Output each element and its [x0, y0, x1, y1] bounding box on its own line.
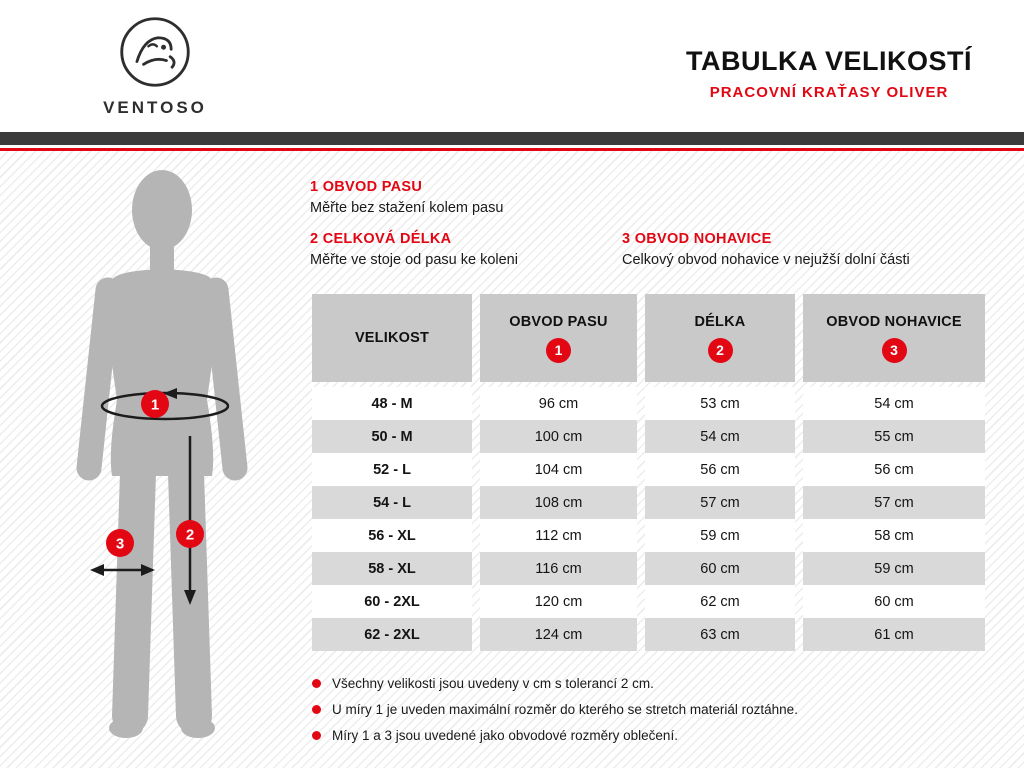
- cell-waist: 108 cm: [480, 486, 637, 519]
- instruction-length: 2 CELKOVÁ DÉLKA Měřte ve stoje od pasu k…: [310, 231, 518, 268]
- column-header-size-label: VELIKOST: [354, 330, 430, 346]
- footnote: Míry 1 a 3 jsou uvedené jako obvodové ro…: [312, 728, 798, 743]
- column-header-leg-badge: 3: [881, 337, 907, 363]
- cell-size: 60 - 2XL: [312, 585, 472, 618]
- cell-leg: 60 cm: [803, 585, 985, 618]
- cell-leg: 56 cm: [803, 453, 985, 486]
- column-header-waist-label: OBVOD PASU: [509, 313, 608, 330]
- column-header-size: VELIKOST: [312, 294, 472, 382]
- cell-length: 60 cm: [645, 552, 795, 585]
- instruction-waist-title: 1 OBVOD PASU: [310, 179, 423, 195]
- figure-badge-3: 3: [106, 529, 134, 557]
- cell-length: 53 cm: [645, 387, 795, 420]
- instruction-leg: 3 OBVOD NOHAVICE Celkový obvod nohavice …: [622, 231, 910, 268]
- cell-size: 58 - XL: [312, 552, 472, 585]
- header-red-divider: [0, 148, 1024, 151]
- cell-length: 54 cm: [645, 420, 795, 453]
- cell-size: 62 - 2XL: [312, 618, 472, 651]
- column-header-length-badge: 2: [707, 337, 733, 363]
- cell-size: 54 - L: [312, 486, 472, 519]
- footnote-text: U míry 1 je uveden maximální rozměr do k…: [332, 702, 798, 717]
- ventoso-wind-face-logo-icon: [120, 17, 190, 87]
- red-dot-bullet-icon: [312, 731, 321, 740]
- instruction-waist: 1 OBVOD PASU Měřte bez stažení kolem pas…: [310, 179, 503, 216]
- size-table-body: 48 - M 96 cm 53 cm 54 cm 50 - M 100 cm 5…: [312, 387, 985, 651]
- cell-leg: 57 cm: [803, 486, 985, 519]
- cell-waist: 112 cm: [480, 519, 637, 552]
- column-header-waist: OBVOD PASU 1: [480, 294, 637, 382]
- brand-name: VENTOSO: [103, 98, 207, 117]
- figure-badge-2-number: 2: [186, 527, 194, 544]
- cell-leg: 54 cm: [803, 387, 985, 420]
- body-measurement-figure: 1 2 3: [76, 170, 248, 738]
- cell-size: 48 - M: [312, 387, 472, 420]
- figure-badge-3-number: 3: [116, 536, 124, 553]
- figure-badge-1-number: 1: [151, 397, 159, 414]
- figure-badge-1: 1: [141, 390, 169, 418]
- red-dot-bullet-icon: [312, 679, 321, 688]
- cell-waist: 124 cm: [480, 618, 637, 651]
- cell-waist: 116 cm: [480, 552, 637, 585]
- table-row: 58 - XL 116 cm 60 cm 59 cm: [312, 552, 985, 585]
- cell-leg: 59 cm: [803, 552, 985, 585]
- red-dot-bullet-icon: [312, 705, 321, 714]
- leg-measure-arrow: [90, 564, 155, 576]
- cell-leg: 58 cm: [803, 519, 985, 552]
- page-title: TABULKA VELIKOSTÍ: [686, 46, 972, 76]
- table-row: 54 - L 108 cm 57 cm 57 cm: [312, 486, 985, 519]
- waist-measure-arrow: [100, 388, 230, 421]
- page-subtitle: PRACOVNÍ KRAŤASY OLIVER: [709, 84, 949, 101]
- man-silhouette: [76, 170, 248, 738]
- footnotes: Všechny velikosti jsou uvedeny v cm s to…: [312, 676, 798, 743]
- column-header-leg-label: OBVOD NOHAVICE: [826, 313, 962, 330]
- footnote-text: Míry 1 a 3 jsou uvedené jako obvodové ro…: [332, 728, 678, 743]
- cell-length: 62 cm: [645, 585, 795, 618]
- column-header-length: DÉLKA 2: [645, 294, 795, 382]
- size-table-header: VELIKOST OBVOD PASU 1 DÉLKA 2 OBVOD NOHA…: [312, 294, 985, 382]
- table-row: 56 - XL 112 cm 59 cm 58 cm: [312, 519, 985, 552]
- instruction-leg-title: 3 OBVOD NOHAVICE: [622, 231, 772, 247]
- cell-waist: 104 cm: [480, 453, 637, 486]
- title-block: TABULKA VELIKOSTÍ PRACOVNÍ KRAŤASY OLIVE…: [686, 46, 972, 101]
- figure-badge-2: 2: [176, 520, 204, 548]
- column-header-waist-badge: 1: [546, 337, 571, 363]
- cell-waist: 96 cm: [480, 387, 637, 420]
- cell-waist: 120 cm: [480, 585, 637, 618]
- table-row: 62 - 2XL 124 cm 63 cm 61 cm: [312, 618, 985, 651]
- footnote: Všechny velikosti jsou uvedeny v cm s to…: [312, 676, 798, 691]
- brand-logo-block: VENTOSO: [85, 14, 225, 118]
- cell-length: 56 cm: [645, 453, 795, 486]
- cell-length: 57 cm: [645, 486, 795, 519]
- length-measure-arrow: [184, 436, 196, 605]
- header-dark-divider: [0, 132, 1024, 145]
- column-header-leg: OBVOD NOHAVICE 3: [803, 294, 985, 382]
- instruction-leg-text: Celkový obvod nohavice v nejužší dolní č…: [622, 252, 910, 268]
- table-row: 48 - M 96 cm 53 cm 54 cm: [312, 387, 985, 420]
- cell-leg: 61 cm: [803, 618, 985, 651]
- table-row: 60 - 2XL 120 cm 62 cm 60 cm: [312, 585, 985, 618]
- footnote: U míry 1 je uveden maximální rozměr do k…: [312, 702, 798, 717]
- footnote-text: Všechny velikosti jsou uvedeny v cm s to…: [332, 676, 654, 691]
- cell-waist: 100 cm: [480, 420, 637, 453]
- cell-leg: 55 cm: [803, 420, 985, 453]
- cell-size: 50 - M: [312, 420, 472, 453]
- instruction-length-text: Měřte ve stoje od pasu ke koleni: [310, 252, 518, 268]
- instruction-waist-text: Měřte bez stažení kolem pasu: [310, 200, 504, 216]
- column-header-length-label: DÉLKA: [694, 313, 746, 330]
- table-row: 52 - L 104 cm 56 cm 56 cm: [312, 453, 985, 486]
- cell-size: 56 - XL: [312, 519, 472, 552]
- cell-size: 52 - L: [312, 453, 472, 486]
- cell-length: 59 cm: [645, 519, 795, 552]
- table-row: 50 - M 100 cm 54 cm 55 cm: [312, 420, 985, 453]
- cell-length: 63 cm: [645, 618, 795, 651]
- size-table: VELIKOST OBVOD PASU 1 DÉLKA 2 OBVOD NOHA…: [312, 294, 985, 651]
- instruction-length-title: 2 CELKOVÁ DÉLKA: [310, 231, 452, 247]
